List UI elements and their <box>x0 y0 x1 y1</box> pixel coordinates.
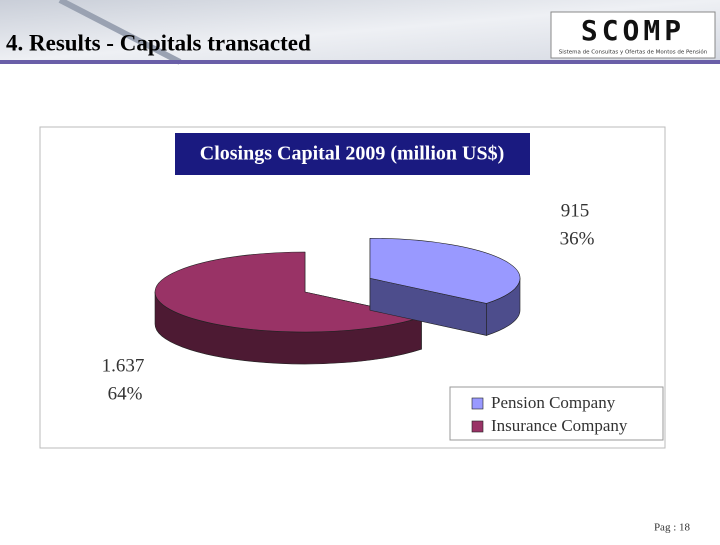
legend-swatch <box>471 420 484 433</box>
percent-label: 64% <box>108 383 143 404</box>
percent-label: 36% <box>560 228 595 249</box>
logo-box <box>550 11 716 59</box>
pie <box>154 237 521 365</box>
pie-slice <box>369 237 521 304</box>
header-pen <box>58 0 182 65</box>
pie-slice <box>154 251 423 333</box>
legend-swatch <box>471 397 484 410</box>
page-number: Pag : 18 <box>654 522 691 534</box>
value-label: 1.637 <box>102 355 145 376</box>
logo-subtitle: Sistema de Consultas y Ofertas de Montos… <box>559 49 708 56</box>
header-rule <box>0 60 720 64</box>
legend-label: Insurance Company <box>491 416 628 435</box>
chart-title: Closings Capital 2009 (million US$) <box>200 143 504 165</box>
slide-title: 4. Results - Capitals transacted <box>6 30 311 55</box>
legend-box <box>449 386 664 441</box>
value-label: 915 <box>561 200 590 221</box>
chart-title-box <box>175 133 530 175</box>
logo: SCOMP <box>581 14 685 47</box>
legend-label: Pension Company <box>491 393 616 412</box>
